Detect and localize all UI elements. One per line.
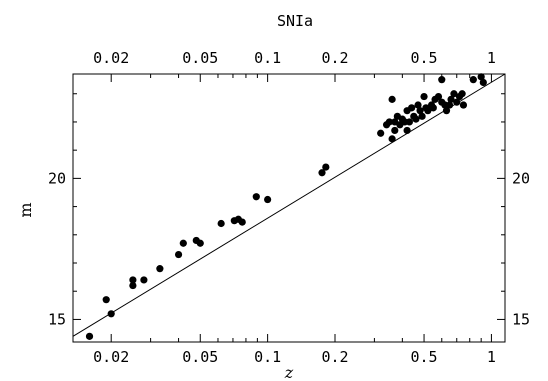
data-point [318, 169, 326, 177]
data-point [217, 219, 225, 228]
data-point [424, 107, 432, 115]
data-point [429, 104, 437, 112]
x-tick-label-top: 0.02 [93, 49, 129, 67]
data-point [179, 239, 187, 247]
data-point [405, 118, 413, 126]
data-point [445, 101, 454, 109]
x-tick-label-top: 1 [487, 49, 496, 67]
y-tick-label-right: 15 [512, 310, 530, 328]
data-point [391, 126, 399, 135]
data-point [450, 90, 458, 98]
data-point [418, 112, 426, 120]
data-points [85, 73, 487, 340]
data-point [403, 126, 411, 135]
y-tick-label-right: 20 [512, 169, 530, 187]
fit-line [72, 73, 506, 337]
data-point [388, 95, 396, 103]
data-point [140, 276, 148, 284]
data-point [107, 310, 115, 318]
x-tick-label-bottom: 0.02 [93, 348, 129, 366]
data-point [264, 195, 272, 204]
x-tick-label-bottom: 1 [487, 348, 496, 366]
data-point [174, 250, 183, 259]
data-point [442, 107, 451, 115]
data-point [414, 101, 422, 109]
x-tick-label-top: 0.05 [182, 49, 218, 67]
fit-line-group [72, 73, 506, 337]
x-tick-label-bottom: 0.05 [182, 348, 218, 366]
data-point [129, 281, 137, 290]
data-point [196, 239, 204, 247]
axis-ticks [73, 74, 505, 342]
data-point [385, 118, 393, 126]
data-point [477, 73, 485, 81]
data-point [447, 95, 455, 103]
data-point [252, 193, 260, 201]
data-point [156, 265, 164, 273]
data-point [129, 276, 137, 284]
x-axis-label: z [284, 363, 294, 381]
y-tick-label-left: 20 [48, 169, 66, 187]
data-point [459, 101, 468, 109]
data-point [416, 107, 424, 115]
x-tick-label-bottom: 0.2 [321, 348, 348, 366]
plot-frame [72, 73, 506, 343]
y-axis-label: m [16, 202, 35, 217]
data-point [438, 76, 446, 84]
chart-title: SNIa [277, 12, 313, 30]
data-point [238, 218, 246, 226]
data-point [377, 129, 385, 137]
data-point [388, 135, 396, 143]
data-point [434, 92, 443, 101]
data-point [408, 104, 416, 112]
data-point [102, 296, 110, 304]
y-tick-label-left: 15 [48, 310, 66, 328]
data-point [420, 92, 428, 101]
x-tick-label-top: 0.2 [321, 49, 348, 67]
x-tick-label-top: 0.1 [254, 49, 281, 67]
data-point [458, 90, 466, 98]
data-point [453, 98, 461, 106]
x-tick-label-bottom: 0.1 [254, 348, 281, 366]
data-point [85, 332, 94, 340]
x-tick-label-bottom: 0.5 [411, 348, 438, 366]
x-tick-label-top: 0.5 [411, 49, 438, 67]
data-point [322, 163, 330, 171]
data-point [412, 115, 420, 123]
data-point [469, 76, 477, 84]
tick-labels: 0.02 0.02 0.05 0.05 0.1 0.1 0.2 0.2 0.5 0.5 1 1 15 15… [48, 49, 530, 366]
data-point [479, 78, 487, 87]
